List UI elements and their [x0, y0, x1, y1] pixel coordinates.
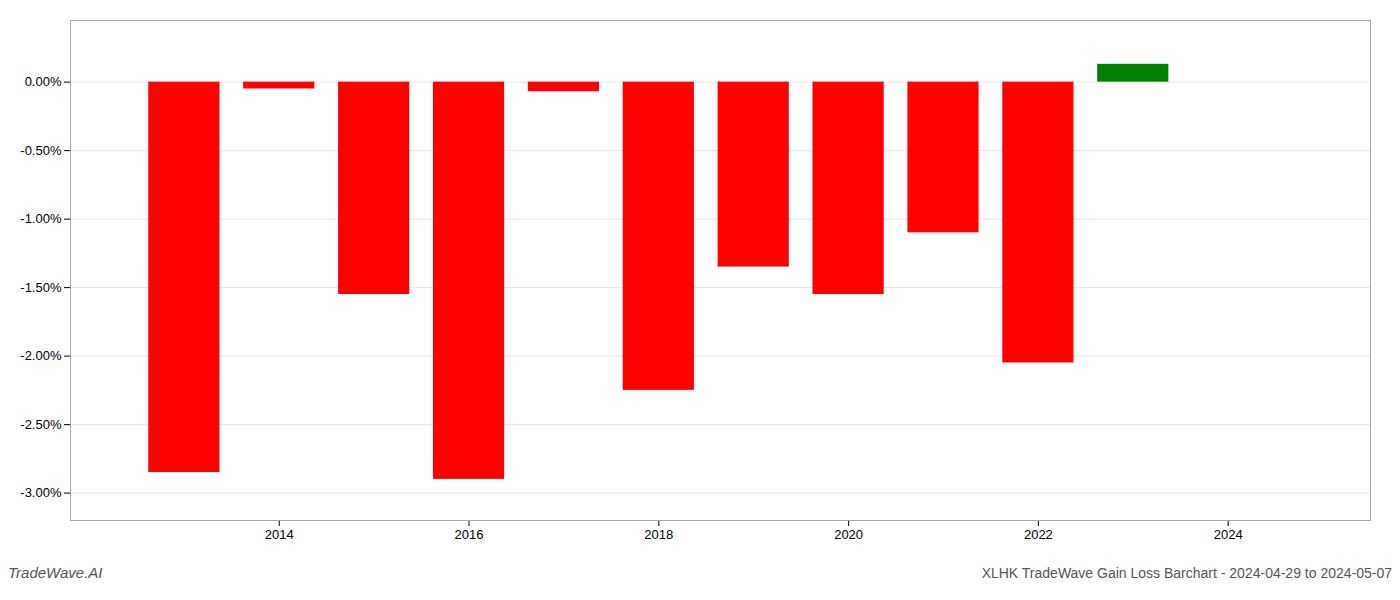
- svg-text:0.00%: 0.00%: [25, 74, 62, 89]
- svg-text:-2.50%: -2.50%: [20, 417, 62, 432]
- html-text:TradeWave.AI: TradeWave.AI: [8, 564, 103, 581]
- svg-text:-1.00%: -1.00%: [20, 211, 62, 226]
- svg-text:2018: 2018: [644, 527, 673, 542]
- svg-text:2016: 2016: [455, 527, 484, 542]
- svg-text:2020: 2020: [834, 527, 863, 542]
- svg-text:-1.50%: -1.50%: [20, 280, 62, 295]
- svg-text:-0.50%: -0.50%: [20, 143, 62, 158]
- svg-text:-3.00%: -3.00%: [20, 485, 62, 500]
- svg-text:2024: 2024: [1214, 527, 1243, 542]
- svg-text:2022: 2022: [1024, 527, 1053, 542]
- svg-text:-2.00%: -2.00%: [20, 348, 62, 363]
- html-text:XLHK TradeWave Gain Loss Barch: XLHK TradeWave Gain Loss Barchart - 2024…: [981, 565, 1392, 581]
- svg-text:2014: 2014: [265, 527, 294, 542]
